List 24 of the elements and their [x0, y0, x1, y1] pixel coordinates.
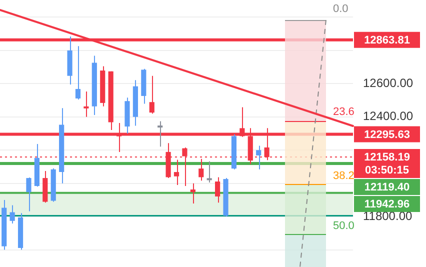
y-tick-label: 11800.00 — [363, 208, 412, 223]
candlestick — [26, 177, 32, 212]
annotation: 50.0 — [333, 220, 354, 232]
y-tick-label: 12400.00 — [363, 109, 414, 124]
y-tick-label: 12600.00 — [363, 76, 414, 90]
ref-line-label: 12295.63 — [364, 128, 410, 141]
candlestick — [174, 159, 180, 186]
candlestick — [84, 90, 89, 118]
candlestick — [158, 120, 163, 148]
candlestick — [206, 160, 212, 184]
ref-line-label: 12119.40 — [364, 182, 410, 194]
annotation: 23.6 — [333, 106, 354, 118]
annotation: 38.2 — [333, 170, 354, 182]
ref-line-label: 11942.96 — [364, 198, 410, 211]
candlestick — [42, 170, 48, 204]
candlestick — [215, 176, 220, 204]
ref-line-label: 12158.19 03:50:15 — [364, 152, 410, 177]
candlestick — [75, 46, 81, 100]
candlestick — [190, 182, 196, 204]
candlestick — [149, 75, 154, 114]
candlestick — [10, 204, 15, 224]
candlestick — [256, 145, 262, 170]
ref-line-label: 12863.81 — [364, 34, 410, 46]
text: 0.0 — [333, 3, 348, 15]
